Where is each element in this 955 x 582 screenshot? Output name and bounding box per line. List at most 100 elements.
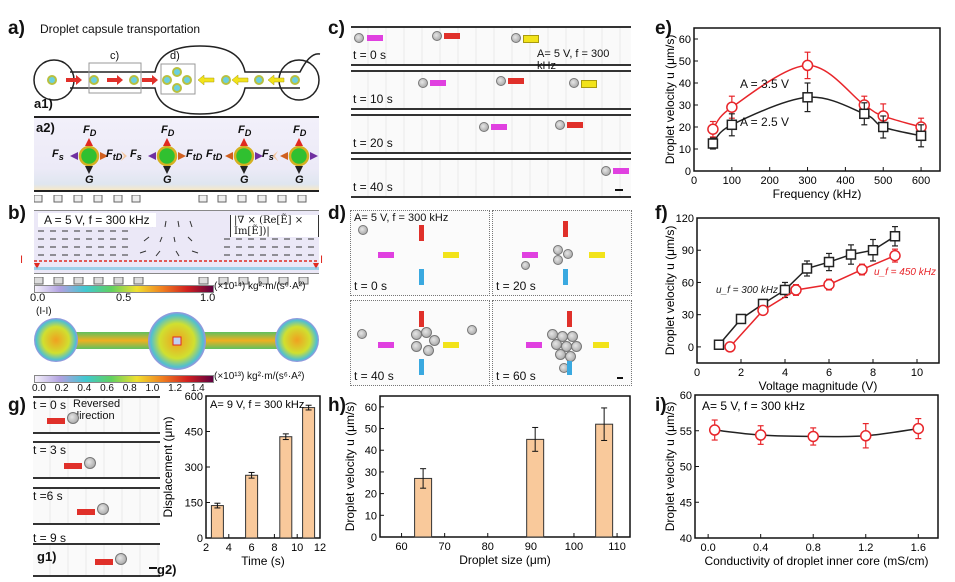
plot-frame [694, 394, 939, 539]
y-axis-label: Droplet velocity u (μm/s) [663, 226, 677, 356]
y-tick-label: 40 [680, 533, 692, 545]
panel-a2-label: a2) [36, 120, 55, 135]
annotation-3-5v: A = 3.5 V [740, 77, 789, 91]
y-tick-label: 20 [679, 122, 691, 134]
panel-b-label: b) [8, 203, 26, 224]
inset-c-label: c) [110, 50, 120, 62]
panel-b-condition: A = 5 V, f = 300 kHz [38, 213, 156, 227]
data-point [915, 130, 927, 142]
chart-e: 0 100 200 300 400 500 600 0 10 20 30 40 50 60 Frequenc… [663, 27, 941, 200]
panel-a-title: Droplet capsule transportation [40, 22, 201, 36]
y-tick-label: 60 [365, 402, 377, 414]
chart-g2: 2 4 6 8 10 12 0 150 300 450 600 Time (s) Displacemen… [161, 391, 326, 568]
x-tick-label: 8 [870, 367, 876, 379]
data-point [845, 249, 857, 260]
section-marker-right: I [320, 254, 324, 266]
x-tick-label: 100 [723, 175, 741, 187]
panel-c-label: c) [328, 18, 345, 39]
force-droplet-1 [70, 138, 108, 174]
data-point [867, 244, 879, 256]
data-point [757, 304, 769, 317]
y-tick-label: 0 [688, 342, 694, 354]
x-tick-label: 0.0 [700, 542, 715, 554]
y-tick-label: 0 [371, 532, 377, 544]
x-tick-label: 70 [439, 541, 451, 553]
scale-bar [615, 189, 623, 191]
force-label-ftd-2: FtD [186, 148, 203, 163]
panel-e-label: e) [655, 18, 672, 39]
data-point [823, 278, 835, 291]
x-tick-label: 80 [482, 541, 494, 553]
y-tick-label: 30 [679, 100, 691, 112]
colorbar-2-unit: (×10¹³) kg²·m/(s⁶·A²) [214, 371, 305, 382]
data-point [790, 284, 802, 296]
chart-f: 0 2 4 6 8 10 0 30 60 90 120 Voltage magnitude (V) Dr… [663, 213, 940, 393]
y-tick-label: 150 [185, 498, 203, 510]
force-label-fd-2: FD [161, 124, 175, 139]
data-point [735, 313, 747, 325]
panel-c-condition: A= 5 V, f = 300 kHz [537, 48, 610, 72]
colorbar-1 [34, 285, 214, 293]
x-axis-label: Conductivity of droplet inner core (mS/c… [704, 554, 928, 568]
annotation-450khz: u_f = 450 kHz [874, 267, 936, 278]
force-label-g-4: G [295, 174, 304, 186]
frame-g-2: t =6 s [33, 487, 160, 525]
data-point [707, 138, 719, 149]
x-tick-label: 2 [738, 367, 744, 379]
y-tick-label: 60 [682, 277, 694, 289]
force-droplet-4 [280, 138, 318, 174]
reversed-direction-note: Reversed direction [73, 398, 121, 422]
chart-h: 60 70 80 90 100 110 0 10 20 30 40 50 60 Droplet size … [343, 395, 631, 567]
panel-b-formula: |∇ × (Re[Ẽ] × Im[Ẽ])| [230, 215, 319, 237]
inset-d-box [160, 63, 196, 95]
channel-schematic [33, 45, 321, 115]
x-tick-label: 4 [226, 542, 232, 554]
panel-i-label: i) [655, 395, 667, 416]
panel-d-label: d) [328, 203, 346, 224]
force-label-ftd: FtD [106, 148, 123, 163]
force-droplet-2 [148, 138, 186, 174]
bar [245, 474, 259, 539]
y-tick-label: 0 [685, 166, 691, 178]
data-point [860, 430, 872, 442]
y-tick-label: 55 [680, 426, 692, 438]
frame-g-0: t = 0 s Reversed direction [33, 396, 160, 434]
annotation-2-5v: A = 2.5 V [740, 115, 789, 129]
x-tick-label: 100 [565, 541, 583, 553]
chart-g2-annotation: A= 9 V, f = 300 kHz [210, 399, 304, 411]
data-point [856, 263, 868, 276]
data-point [807, 430, 819, 443]
force-label-g-2: G [163, 174, 172, 186]
colorbar-2-ticks: 0.0 0.2 0.4 0.6 0.8 1.0 1.2 1.4 [32, 383, 205, 394]
force-label-fd: FD [83, 124, 97, 139]
chart-i-annotation: A= 5 V, f = 300 kHz [702, 399, 805, 413]
x-tick-label: 12 [314, 542, 326, 554]
x-tick-label: 500 [874, 175, 892, 187]
y-tick-label: 40 [365, 445, 377, 457]
frame-d-2: t = 40 s [350, 300, 490, 386]
x-tick-label: 8 [271, 542, 277, 554]
section-heatmap [34, 312, 319, 370]
yellow-arrows [197, 74, 285, 86]
force-label-fs-2: Fs [130, 148, 142, 163]
scale-bar-d [617, 377, 623, 379]
y-tick-label: 50 [680, 462, 692, 474]
red-arrows [66, 75, 158, 85]
y-tick-label: 50 [365, 424, 377, 436]
x-axis-label: Voltage magnitude (V) [759, 379, 878, 393]
force-label-ftd-3: FtD [206, 148, 223, 163]
x-axis-label: Time (s) [241, 554, 285, 568]
panel-g1-label: g1) [37, 549, 57, 564]
y-tick-label: 0 [197, 533, 203, 545]
x-tick-label: 10 [911, 367, 923, 379]
x-axis-label: Droplet size (μm) [459, 553, 551, 567]
data-point [708, 424, 721, 436]
panel-f-label: f) [655, 203, 668, 224]
y-tick-label: 60 [680, 390, 692, 402]
inset-d-label: d) [170, 50, 180, 62]
y-tick-label: 10 [679, 144, 691, 156]
data-point [726, 101, 738, 113]
bar [302, 407, 316, 539]
x-tick-label: 0 [694, 367, 700, 379]
x-tick-label: 0 [691, 175, 697, 187]
